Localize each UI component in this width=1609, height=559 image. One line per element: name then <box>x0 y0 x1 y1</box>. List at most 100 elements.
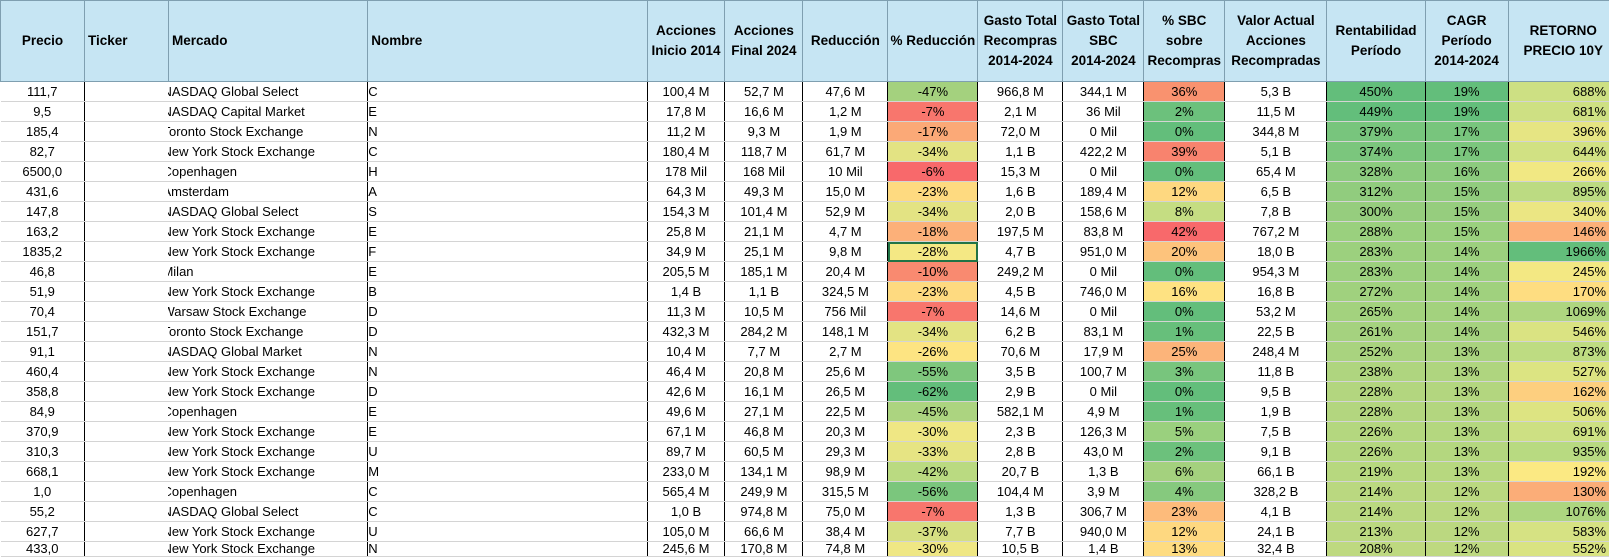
cell-gasto-recompras[interactable]: 966,8 M <box>977 81 1064 102</box>
header-acciones-final[interactable]: Acciones Final 2024 <box>724 0 804 82</box>
cell-gasto-sbc[interactable]: 3,9 M <box>1062 481 1145 502</box>
cell-pct-reduccion[interactable]: -7% <box>887 301 979 322</box>
cell-pct-reduccion[interactable]: -55% <box>887 361 979 382</box>
cell-pct-reduccion[interactable]: -30% <box>887 421 979 442</box>
cell-pct-sbc[interactable]: 1% <box>1143 401 1226 422</box>
cell-pct-reduccion[interactable]: -28% <box>887 241 979 262</box>
cell-gasto-recompras[interactable]: 2,9 B <box>977 381 1064 402</box>
cell-valor-actual[interactable]: 11,5 M <box>1224 101 1328 122</box>
cell-gasto-recompras[interactable]: 2,0 B <box>977 201 1064 222</box>
cell-acciones-inicio[interactable]: 178 Mil <box>647 161 726 182</box>
cell-mercado[interactable]: Toronto Stock Exchange <box>168 321 369 342</box>
cell-acciones-inicio[interactable]: 11,2 M <box>647 121 726 142</box>
cell-rentabilidad[interactable]: 226% <box>1326 441 1426 462</box>
cell-acciones-final[interactable]: 16,1 M <box>724 381 804 402</box>
cell-gasto-sbc[interactable]: 344,1 M <box>1062 81 1145 102</box>
cell-retorno[interactable]: 1966% <box>1508 241 1609 262</box>
cell-precio[interactable]: 310,3 <box>0 441 85 462</box>
cell-pct-reduccion[interactable]: -18% <box>887 221 979 242</box>
cell-gasto-recompras[interactable]: 2,8 B <box>977 441 1064 462</box>
cell-valor-actual[interactable]: 22,5 B <box>1224 321 1328 342</box>
cell-nombre[interactable]: E <box>367 401 648 422</box>
cell-gasto-recompras[interactable]: 10,5 B <box>977 541 1064 557</box>
cell-pct-sbc[interactable]: 2% <box>1143 441 1226 462</box>
cell-cagr[interactable]: 14% <box>1425 241 1509 262</box>
cell-gasto-recompras[interactable]: 7,7 B <box>977 521 1064 542</box>
cell-rentabilidad[interactable]: 238% <box>1326 361 1426 382</box>
cell-cagr[interactable]: 12% <box>1425 521 1509 542</box>
cell-valor-actual[interactable]: 9,5 B <box>1224 381 1328 402</box>
cell-acciones-final[interactable]: 60,5 M <box>724 441 804 462</box>
cell-retorno[interactable]: 162% <box>1508 381 1609 402</box>
cell-acciones-inicio[interactable]: 42,6 M <box>647 381 726 402</box>
cell-gasto-recompras[interactable]: 4,5 B <box>977 281 1064 302</box>
cell-gasto-sbc[interactable]: 306,7 M <box>1062 501 1145 522</box>
cell-mercado[interactable]: Copenhagen <box>168 401 369 422</box>
cell-pct-sbc[interactable]: 5% <box>1143 421 1226 442</box>
cell-precio[interactable]: 6500,0 <box>0 161 85 182</box>
cell-ticker[interactable] <box>84 261 169 282</box>
cell-gasto-sbc[interactable]: 83,8 M <box>1062 221 1145 242</box>
cell-gasto-recompras[interactable]: 104,4 M <box>977 481 1064 502</box>
cell-ticker[interactable] <box>84 381 169 402</box>
cell-ticker[interactable] <box>84 161 169 182</box>
cell-reduccion[interactable]: 4,7 M <box>802 221 889 242</box>
cell-retorno[interactable]: 873% <box>1508 341 1609 362</box>
cell-acciones-inicio[interactable]: 205,5 M <box>647 261 726 282</box>
cell-ticker[interactable] <box>84 341 169 362</box>
cell-reduccion[interactable]: 25,6 M <box>802 361 889 382</box>
cell-cagr[interactable]: 14% <box>1425 321 1509 342</box>
cell-rentabilidad[interactable]: 252% <box>1326 341 1426 362</box>
cell-nombre[interactable]: C <box>367 81 648 102</box>
cell-acciones-inicio[interactable]: 245,6 M <box>647 541 726 557</box>
cell-acciones-inicio[interactable]: 154,3 M <box>647 201 726 222</box>
cell-reduccion[interactable]: 10 Mil <box>802 161 889 182</box>
cell-precio[interactable]: 370,9 <box>0 421 85 442</box>
cell-gasto-recompras[interactable]: 6,2 B <box>977 321 1064 342</box>
cell-cagr[interactable]: 17% <box>1425 121 1509 142</box>
cell-ticker[interactable] <box>84 241 169 262</box>
cell-retorno[interactable]: 527% <box>1508 361 1609 382</box>
cell-gasto-sbc[interactable]: 422,2 M <box>1062 141 1145 162</box>
cell-pct-sbc[interactable]: 0% <box>1143 161 1226 182</box>
cell-ticker[interactable] <box>84 461 169 482</box>
cell-retorno[interactable]: 644% <box>1508 141 1609 162</box>
cell-pct-reduccion[interactable]: -62% <box>887 381 979 402</box>
cell-ticker[interactable] <box>84 281 169 302</box>
cell-rentabilidad[interactable]: 283% <box>1326 241 1426 262</box>
cell-ticker[interactable] <box>84 121 169 142</box>
cell-cagr[interactable]: 13% <box>1425 341 1509 362</box>
cell-gasto-sbc[interactable]: 0 Mil <box>1062 261 1145 282</box>
cell-acciones-inicio[interactable]: 25,8 M <box>647 221 726 242</box>
cell-ticker[interactable] <box>84 361 169 382</box>
cell-nombre[interactable]: E <box>367 261 648 282</box>
cell-gasto-sbc[interactable]: 126,3 M <box>1062 421 1145 442</box>
cell-retorno[interactable]: 396% <box>1508 121 1609 142</box>
cell-retorno[interactable]: 546% <box>1508 321 1609 342</box>
cell-pct-reduccion[interactable]: -30% <box>887 541 979 557</box>
cell-gasto-sbc[interactable]: 43,0 M <box>1062 441 1145 462</box>
header-valor-actual[interactable]: Valor Actual Acciones Recompradas <box>1224 0 1328 82</box>
cell-rentabilidad[interactable]: 300% <box>1326 201 1426 222</box>
cell-pct-reduccion[interactable]: -7% <box>887 501 979 522</box>
cell-mercado[interactable]: NASDAQ Capital Market <box>168 101 369 122</box>
cell-cagr[interactable]: 19% <box>1425 101 1509 122</box>
cell-nombre[interactable]: N <box>367 341 648 362</box>
cell-acciones-final[interactable]: 10,5 M <box>724 301 804 322</box>
header-pct-sbc[interactable]: % SBC sobre Recompras <box>1143 0 1226 82</box>
cell-nombre[interactable]: D <box>367 321 648 342</box>
cell-pct-reduccion[interactable]: -23% <box>887 181 979 202</box>
cell-precio[interactable]: 1835,2 <box>0 241 85 262</box>
cell-ticker[interactable] <box>84 521 169 542</box>
cell-acciones-inicio[interactable]: 1,0 B <box>647 501 726 522</box>
cell-pct-sbc[interactable]: 1% <box>1143 321 1226 342</box>
header-nombre[interactable]: Nombre <box>367 0 648 82</box>
cell-gasto-sbc[interactable]: 746,0 M <box>1062 281 1145 302</box>
cell-gasto-recompras[interactable]: 1,3 B <box>977 501 1064 522</box>
cell-valor-actual[interactable]: 66,1 B <box>1224 461 1328 482</box>
cell-nombre[interactable]: C <box>367 501 648 522</box>
cell-rentabilidad[interactable]: 283% <box>1326 261 1426 282</box>
cell-gasto-recompras[interactable]: 582,1 M <box>977 401 1064 422</box>
cell-valor-actual[interactable]: 5,3 B <box>1224 81 1328 102</box>
cell-acciones-inicio[interactable]: 100,4 M <box>647 81 726 102</box>
